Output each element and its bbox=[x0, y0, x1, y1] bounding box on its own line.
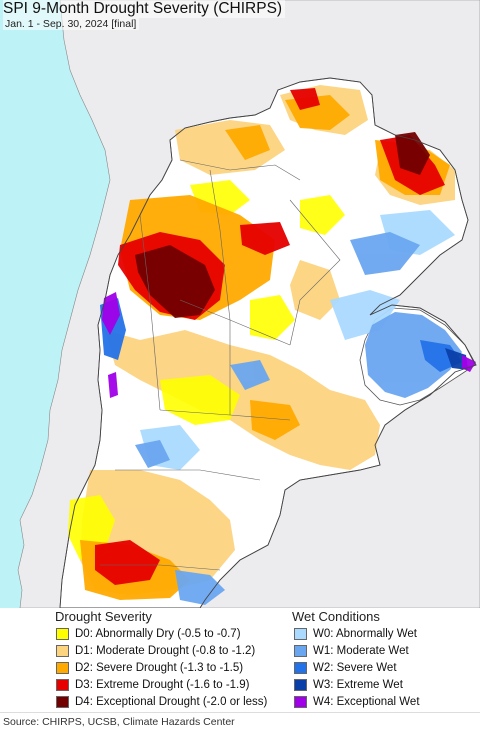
map-canvas bbox=[0, 0, 480, 608]
legend-label-w4: W4: Exceptional Wet bbox=[313, 696, 420, 708]
w1-areas bbox=[135, 232, 462, 605]
legend-item-w4: W4: Exceptional Wet bbox=[294, 695, 420, 709]
region-outline bbox=[59, 77, 477, 608]
legend-item-d4: D4: Exceptional Drought (-2.0 or less) bbox=[56, 695, 267, 709]
legend: Drought Severity Wet Conditions D0: Abno… bbox=[0, 608, 480, 708]
legend-label-w2: W2: Severe Wet bbox=[313, 662, 397, 674]
legend-item-w0: W0: Abnormally Wet bbox=[294, 627, 417, 641]
legend-label-d1: D1: Moderate Drought (-0.8 to -1.2) bbox=[75, 645, 256, 657]
legend-label-w0: W0: Abnormally Wet bbox=[313, 628, 417, 640]
legend-item-w2: W2: Severe Wet bbox=[294, 661, 397, 675]
legend-label-d3: D3: Extreme Drought (-1.6 to -1.9) bbox=[75, 679, 250, 691]
footer: Source: CHIRPS, UCSB, Climate Hazards Ce… bbox=[0, 712, 480, 731]
province-boundaries bbox=[100, 159, 341, 571]
swatch-w1 bbox=[294, 645, 307, 657]
legend-label-w1: W1: Moderate Wet bbox=[313, 645, 409, 657]
source-credit: Source: CHIRPS, UCSB, Climate Hazards Ce… bbox=[3, 716, 235, 728]
swatch-w3 bbox=[294, 679, 307, 691]
legend-item-w1: W1: Moderate Wet bbox=[294, 644, 409, 658]
legend-label-w3: W3: Extreme Wet bbox=[313, 679, 403, 691]
swatch-w0 bbox=[294, 628, 307, 640]
drought-map: SPI 9-Month Drought Severity (CHIRPS) Ja… bbox=[0, 0, 480, 608]
legend-item-d3: D3: Extreme Drought (-1.6 to -1.9) bbox=[56, 678, 249, 692]
drought-legend-heading: Drought Severity bbox=[55, 609, 152, 624]
swatch-w4 bbox=[294, 696, 307, 708]
swatch-d0 bbox=[56, 628, 69, 640]
legend-item-d0: D0: Abnormally Dry (-0.5 to -0.7) bbox=[56, 627, 241, 641]
swatch-d3 bbox=[56, 679, 69, 691]
legend-item-w3: W3: Extreme Wet bbox=[294, 678, 403, 692]
swatch-d4 bbox=[56, 696, 69, 708]
legend-label-d0: D0: Abnormally Dry (-0.5 to -0.7) bbox=[75, 628, 241, 640]
legend-item-d1: D1: Moderate Drought (-0.8 to -1.2) bbox=[56, 644, 255, 658]
legend-item-d2: D2: Severe Drought (-1.3 to -1.5) bbox=[56, 661, 243, 675]
map-subtitle: Jan. 1 - Sep. 30, 2024 [final] bbox=[3, 18, 140, 30]
wet-legend-heading: Wet Conditions bbox=[292, 609, 380, 624]
swatch-w2 bbox=[294, 662, 307, 674]
map-title: SPI 9-Month Drought Severity (CHIRPS) bbox=[3, 0, 286, 18]
swatch-d1 bbox=[56, 645, 69, 657]
legend-label-d2: D2: Severe Drought (-1.3 to -1.5) bbox=[75, 662, 244, 674]
w4-areas bbox=[102, 292, 476, 398]
legend-label-d4: D4: Exceptional Drought (-2.0 or less) bbox=[75, 696, 268, 708]
swatch-d2 bbox=[56, 662, 69, 674]
